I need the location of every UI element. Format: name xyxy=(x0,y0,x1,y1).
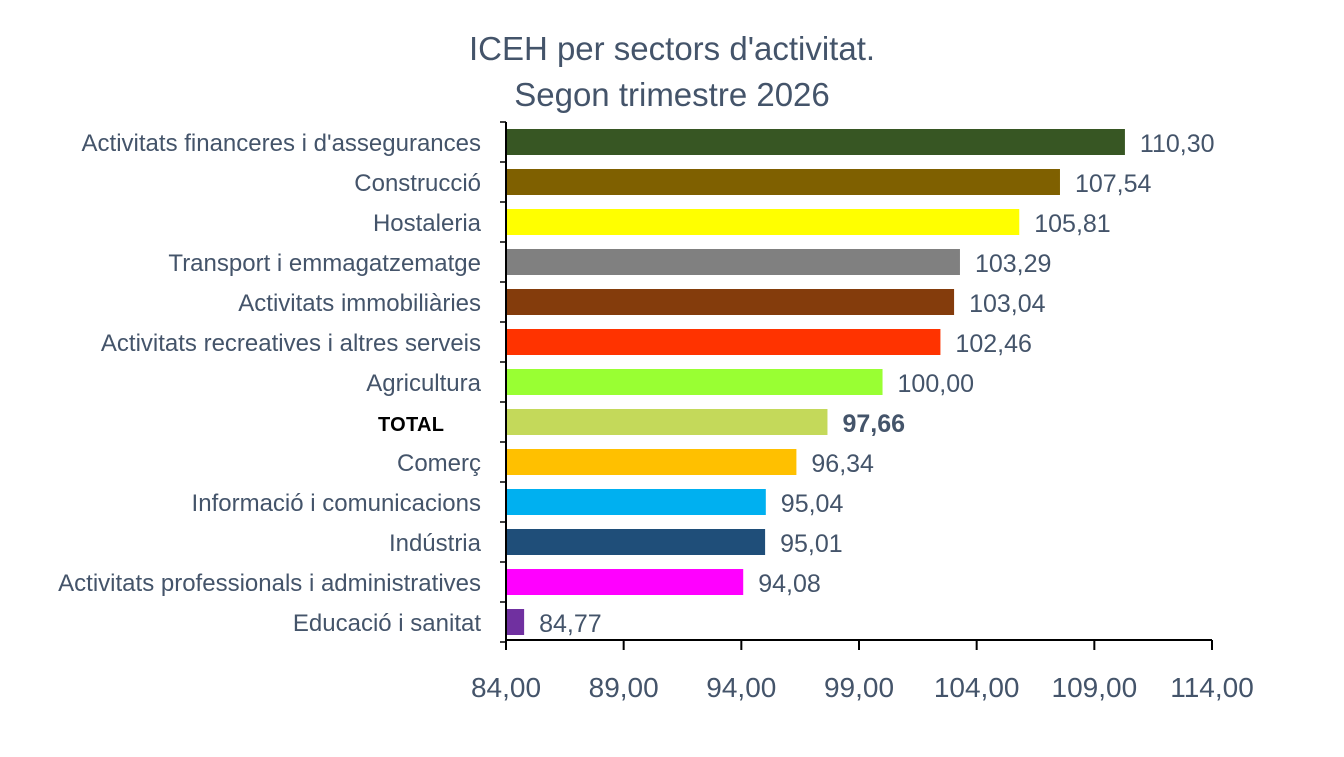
category-label-10: Indústria xyxy=(389,530,482,557)
bar-6 xyxy=(506,369,883,395)
value-label-1: 107,54 xyxy=(1075,170,1152,198)
category-label-2: Hostaleria xyxy=(373,210,482,237)
value-label-6: 100,00 xyxy=(898,370,974,398)
bar-0 xyxy=(506,129,1125,155)
value-label-12: 84,77 xyxy=(539,610,602,638)
category-label-12: Educació i sanitat xyxy=(293,610,481,637)
x-tick-label-1: 89,00 xyxy=(589,672,659,703)
bar-7 xyxy=(506,409,828,435)
chart-title-line-1: ICEH per sectors d'activitat. xyxy=(468,30,876,67)
bar-11 xyxy=(506,569,744,595)
bar-4 xyxy=(506,289,955,315)
category-label-1: Construcció xyxy=(354,170,481,197)
value-label-7: 97,66 xyxy=(842,410,905,438)
category-label-0: Activitats financeres i d'assegurances xyxy=(82,130,481,157)
category-label-6: Agricultura xyxy=(366,370,481,397)
category-label-8: Comerç xyxy=(397,450,481,477)
bar-12 xyxy=(506,609,525,635)
value-label-4: 103,04 xyxy=(969,290,1046,318)
category-label-11: Activitats professionals i administrativ… xyxy=(58,570,481,597)
bar-3 xyxy=(506,249,960,275)
x-tick-label-5: 109,00 xyxy=(1052,672,1138,703)
bar-9 xyxy=(506,489,766,515)
x-tick-label-2: 94,00 xyxy=(706,672,776,703)
bar-2 xyxy=(506,209,1020,235)
chart-title-line-2: Segon trimestre 2026 xyxy=(514,76,830,113)
bar-1 xyxy=(506,169,1060,195)
x-tick-label-4: 104,00 xyxy=(934,672,1020,703)
x-tick-label-3: 99,00 xyxy=(824,672,894,703)
x-tick-label-0: 84,00 xyxy=(471,672,541,703)
category-label-3: Transport i emmagatzematge xyxy=(168,250,481,277)
value-label-11: 94,08 xyxy=(758,570,821,598)
category-label-7: TOTAL xyxy=(378,414,444,436)
x-tick-label-6: 114,00 xyxy=(1170,672,1254,703)
value-label-5: 102,46 xyxy=(955,330,1031,358)
value-label-0: 110,30 xyxy=(1140,130,1215,158)
value-label-2: 105,81 xyxy=(1034,210,1110,238)
value-label-9: 95,04 xyxy=(781,490,844,518)
category-label-4: Activitats immobiliàries xyxy=(238,290,481,317)
value-label-3: 103,29 xyxy=(975,250,1051,278)
bar-5 xyxy=(506,329,941,355)
bar-10 xyxy=(506,529,766,555)
value-label-8: 96,34 xyxy=(811,450,874,478)
value-label-10: 95,01 xyxy=(780,530,843,558)
category-label-5: Activitats recreatives i altres serveis xyxy=(101,330,481,357)
bar-8 xyxy=(506,449,797,475)
category-label-9: Informació i comunicacions xyxy=(192,490,481,517)
